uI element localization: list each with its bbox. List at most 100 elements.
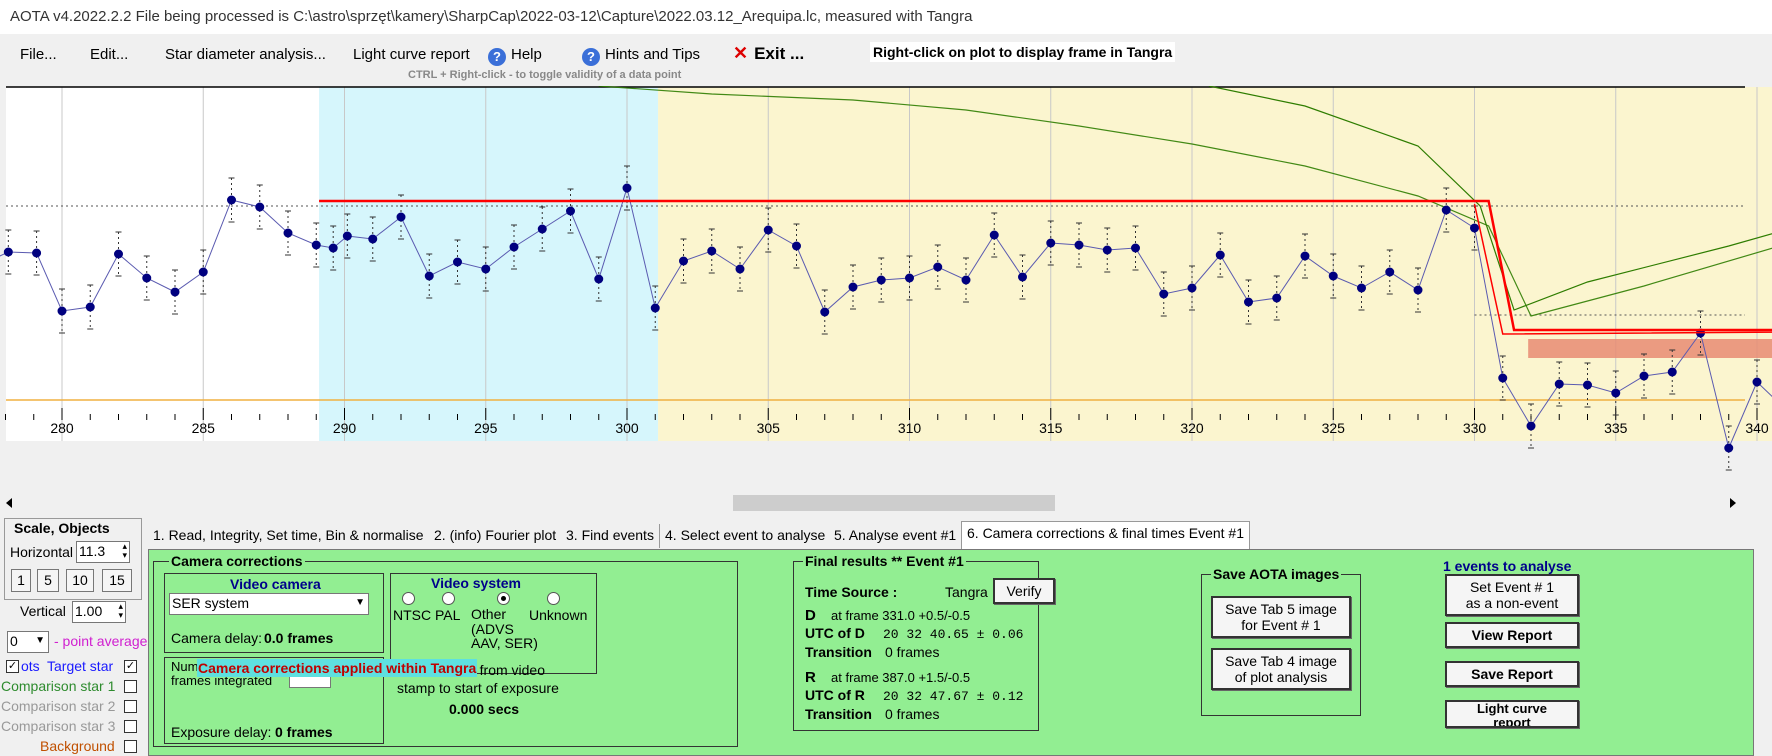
tab-read-integrity[interactable]: 1. Read, Integrity, Set time, Bin & norm…: [148, 524, 430, 548]
data-point: [453, 257, 462, 267]
menu-file[interactable]: File...: [20, 46, 57, 63]
tab-camera-corrections[interactable]: 6. Camera corrections & final times Even…: [961, 521, 1251, 549]
data-point: [255, 202, 265, 212]
rightclick-hint: Right-click on plot to display frame in …: [870, 42, 1176, 62]
light-curve-plot-area[interactable]: 2802852902953003053103153203253303353403…: [0, 86, 1772, 493]
set-non-event-button[interactable]: Set Event # 1 as a non-event: [1445, 574, 1579, 616]
menu-exit[interactable]: ✕ Exit ...: [733, 43, 804, 64]
data-point: [342, 231, 352, 241]
light-curve-plot[interactable]: 2802852902953003053103153203253303353403…: [0, 86, 1772, 493]
target-star-line: [0, 186, 1772, 450]
radio-unknown[interactable]: [547, 592, 560, 605]
scale-10-button[interactable]: 10: [66, 569, 94, 592]
data-point: [537, 224, 547, 234]
tabs-area: Scale, Objects Horizontal 11.3 ▴ ▾ 1 5 10 …: [0, 513, 1772, 756]
radio-ntsc[interactable]: [402, 592, 415, 605]
data-point: [1357, 283, 1366, 293]
data-point: [32, 248, 42, 258]
target-star-label: Target star: [47, 658, 114, 674]
frames-group: [164, 657, 384, 744]
data-point: [1526, 421, 1536, 431]
save-tab5-button[interactable]: Save Tab 5 image for Event # 1: [1211, 596, 1351, 638]
horizontal-scrollbar[interactable]: [0, 493, 1772, 513]
data-point: [622, 183, 632, 193]
data-point: [1272, 293, 1282, 303]
radio-other[interactable]: [497, 592, 510, 605]
tab-select-event[interactable]: 4. Select event to analyse: [660, 524, 832, 548]
camera-select[interactable]: SER system ▼: [169, 593, 369, 615]
exposure-delay-value: 0 frames: [275, 724, 333, 740]
comparison-star-curve: [1208, 86, 1772, 311]
x-tick-label: 325: [1322, 420, 1346, 436]
stepper-arrows-icon: ▴ ▾: [122, 541, 127, 560]
comparison-1-checkbox[interactable]: [124, 680, 137, 693]
save-report-button[interactable]: Save Report: [1445, 661, 1579, 687]
scale-objects-title: Scale, Objects: [14, 520, 110, 536]
save-images-title: Save AOTA images: [1211, 566, 1342, 582]
target-star-checkbox[interactable]: ✓: [124, 660, 137, 673]
menu-hints[interactable]: ? Hints and Tips: [582, 46, 700, 66]
horizontal-scale-stepper[interactable]: 11.3 ▴ ▾: [76, 541, 130, 563]
tab-find-events[interactable]: 3. Find events: [561, 524, 660, 548]
tab-analyse-event[interactable]: 5. Analyse event #1: [829, 524, 963, 548]
time-source-label: Time Source :: [805, 584, 898, 600]
point-average-select[interactable]: 0 ▼: [7, 631, 49, 653]
x-tick-label: 310: [898, 420, 922, 436]
data-point: [1611, 388, 1621, 398]
d-label: D: [805, 607, 816, 624]
comparison-2-label: Comparison star 2: [1, 698, 116, 714]
data-point: [1215, 250, 1225, 260]
data-point: [1074, 240, 1084, 250]
data-point: [3, 247, 13, 257]
data-point: [424, 271, 434, 281]
scale-15-button[interactable]: 15: [102, 569, 132, 592]
scroll-left-icon: [6, 498, 12, 508]
menu-help-label: Help: [511, 46, 542, 63]
menu-help[interactable]: ? Help: [488, 46, 542, 66]
vertical-scale-stepper[interactable]: 1.00 ▴ ▾: [72, 601, 126, 623]
menu-bar: File... Edit... Star diameter analysis..…: [0, 34, 1772, 86]
verify-button[interactable]: Verify: [993, 578, 1055, 604]
camera-corrections-title: Camera corrections: [169, 553, 305, 569]
hints-icon: ?: [582, 48, 600, 66]
view-report-button[interactable]: View Report: [1445, 622, 1579, 648]
window-title: AOTA v4.2022.2.2 File being processed is…: [0, 0, 1772, 34]
plots-checkbox[interactable]: ✓: [6, 660, 19, 673]
menu-edit[interactable]: Edit...: [90, 46, 129, 63]
save-tab4-button[interactable]: Save Tab 4 image of plot analysis: [1211, 648, 1351, 690]
light-curve-report-button[interactable]: Light curve report: [1445, 700, 1579, 728]
camera-delay-value: 0.0 frames: [264, 630, 334, 646]
comparison-3-checkbox[interactable]: [124, 720, 137, 733]
data-point: [1639, 371, 1649, 381]
comparison-star-curve: [598, 86, 1772, 317]
exposure-delay-label: Exposure delay:: [171, 724, 272, 740]
menu-light-curve-report[interactable]: Light curve report: [353, 46, 470, 63]
x-tick-label: 335: [1604, 420, 1628, 436]
horizontal-scale-value: 11.3: [79, 543, 106, 559]
data-point: [142, 273, 152, 283]
menu-hints-label: Hints and Tips: [605, 46, 701, 63]
data-point: [848, 282, 858, 292]
scale-5-button[interactable]: 5: [37, 569, 59, 592]
camera-corrections-panel: Camera corrections Video camera SER syst…: [148, 549, 1754, 756]
radio-pal[interactable]: [442, 592, 455, 605]
camera-corrections-group: [153, 561, 738, 747]
data-point: [481, 264, 491, 274]
data-point: [1554, 379, 1564, 389]
x-tick-label: 285: [192, 420, 216, 436]
scale-1-button[interactable]: 1: [11, 569, 31, 592]
scroll-thumb[interactable]: [733, 495, 1055, 511]
data-point: [328, 243, 338, 253]
background-checkbox[interactable]: [124, 740, 137, 753]
x-tick-label: 295: [474, 420, 498, 436]
tab-fourier[interactable]: 2. (info) Fourier plot: [429, 524, 563, 548]
d-frame: at frame 331.0 +0.5/-0.5: [831, 608, 971, 623]
comparison-2-checkbox[interactable]: [124, 700, 137, 713]
data-point: [368, 234, 378, 244]
data-point: [57, 306, 67, 316]
data-point: [1018, 272, 1027, 282]
menu-star-diameter[interactable]: Star diameter analysis...: [165, 46, 326, 63]
chevron-down-icon: ▼: [35, 635, 45, 646]
scale-objects-panel: Scale, Objects Horizontal 11.3 ▴ ▾ 1 5 10 …: [0, 513, 148, 756]
time-source-value: Tangra: [945, 584, 988, 600]
